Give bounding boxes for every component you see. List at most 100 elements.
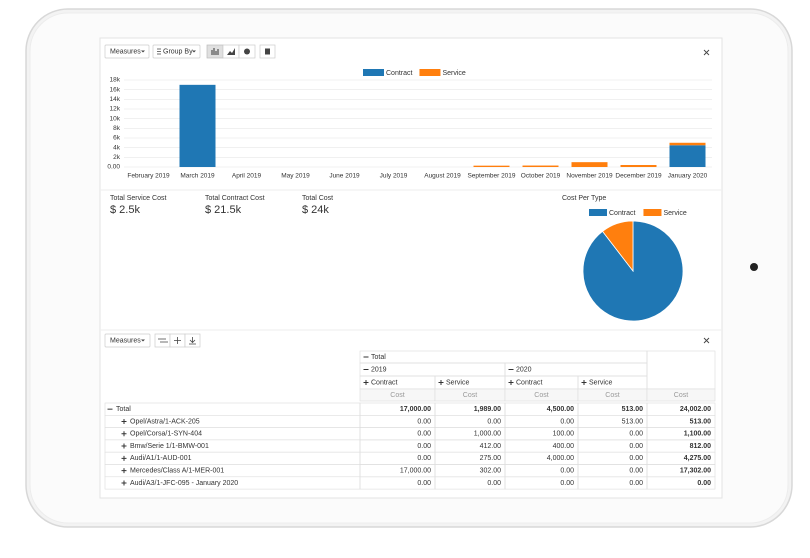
pie-slice bbox=[602, 220, 634, 273]
bar bbox=[669, 142, 706, 146]
cell-value: 17,000.00 bbox=[400, 406, 431, 413]
legend-label: Service bbox=[442, 70, 465, 77]
flip-button[interactable] bbox=[154, 333, 171, 348]
expand-icon[interactable] bbox=[581, 380, 587, 385]
kpi-label: Total Contract Cost bbox=[205, 195, 265, 202]
x-tick-label: February 2019 bbox=[127, 173, 170, 180]
row-label: Audi/A1/1-AUD-001 bbox=[130, 455, 192, 462]
y-tick-label: 12k bbox=[110, 106, 121, 113]
x-tick-label: June 2019 bbox=[329, 173, 360, 180]
x-tick-label: December 2019 bbox=[615, 173, 662, 180]
caret bbox=[141, 50, 145, 53]
cell-value: 412.00 bbox=[480, 443, 502, 450]
expand-icon[interactable] bbox=[508, 380, 514, 385]
cell-value: 0.00 bbox=[560, 480, 574, 487]
row-label: Opel/Corsa/1-SYN-404 bbox=[130, 431, 202, 438]
expand-icon[interactable] bbox=[121, 418, 127, 424]
kpi-value: $ 2.5k bbox=[110, 204, 140, 216]
x-tick-label: May 2019 bbox=[281, 173, 310, 180]
cell-value: 24,002.00 bbox=[680, 406, 711, 413]
expand-icon[interactable] bbox=[363, 380, 369, 385]
cell-value: 4,000.00 bbox=[547, 455, 574, 462]
cell-value: 0.00 bbox=[629, 431, 643, 438]
pivot-measures-button[interactable] bbox=[104, 333, 151, 348]
measures-button[interactable] bbox=[104, 44, 150, 59]
kpi-label: Total Service Cost bbox=[110, 195, 166, 202]
cell-value: 17,302.00 bbox=[680, 467, 711, 474]
pie-title: Cost Per Type bbox=[562, 195, 606, 202]
header-type: Service bbox=[446, 379, 469, 386]
cell-value: 0.00 bbox=[697, 480, 711, 487]
kpi-label: Total Cost bbox=[302, 195, 333, 202]
bar-chart-button[interactable] bbox=[206, 44, 224, 59]
expand-icon[interactable] bbox=[121, 455, 127, 461]
kpi-value: $ 21.5k bbox=[205, 204, 242, 216]
line-chart-button[interactable] bbox=[222, 44, 240, 59]
cell-value: 0.00 bbox=[417, 480, 431, 487]
pie-icon bbox=[244, 48, 250, 55]
cell-value: 0.00 bbox=[629, 467, 643, 474]
x-tick-label: April 2019 bbox=[232, 173, 262, 180]
cell-value: 812.00 bbox=[690, 443, 712, 450]
cell-value: 17,000.00 bbox=[400, 467, 431, 474]
group-by-button[interactable] bbox=[152, 44, 201, 59]
expand-icon[interactable] bbox=[121, 480, 127, 486]
bar bbox=[669, 145, 706, 167]
header-year: 2019 bbox=[371, 366, 387, 373]
expand-icon[interactable] bbox=[703, 49, 710, 56]
x-tick-label: October 2019 bbox=[521, 173, 561, 180]
y-tick-label: 0.00 bbox=[107, 164, 120, 171]
x-tick-label: September 2019 bbox=[467, 173, 515, 180]
cell-value: 302.00 bbox=[480, 467, 502, 474]
header-type: Contract bbox=[371, 379, 398, 386]
kpi-value: $ 24k bbox=[302, 204, 329, 216]
cell-value: 0.00 bbox=[629, 480, 643, 487]
flip-icon bbox=[158, 338, 168, 343]
cell-value: 0.00 bbox=[417, 443, 431, 450]
expand-icon[interactable] bbox=[703, 337, 710, 344]
value-cell bbox=[646, 476, 716, 490]
row-label: Bmw/Serie 1/1-BMW-001 bbox=[130, 443, 209, 450]
group-by-label: Group By bbox=[163, 48, 193, 55]
cell-value: 400.00 bbox=[553, 443, 575, 450]
cell-value: 0.00 bbox=[417, 431, 431, 438]
pivot-measures-label: Measures bbox=[110, 337, 141, 344]
expand-icon[interactable] bbox=[121, 443, 127, 449]
expand-icon[interactable] bbox=[438, 380, 444, 385]
header-measure: Cost bbox=[534, 392, 548, 399]
cell-value: 100.00 bbox=[553, 431, 575, 438]
x-tick-label: March 2019 bbox=[180, 173, 215, 180]
legend-label: Contract bbox=[386, 70, 413, 77]
caret bbox=[192, 50, 196, 53]
cell-value: 0.00 bbox=[629, 455, 643, 462]
cell-value: 0.00 bbox=[487, 418, 501, 425]
download-icon bbox=[189, 337, 196, 345]
x-tick-label: August 2019 bbox=[424, 173, 461, 180]
bar bbox=[620, 165, 657, 167]
y-tick-label: 16k bbox=[110, 86, 121, 93]
cell-value: 4,500.00 bbox=[547, 406, 574, 413]
expand-icon[interactable] bbox=[121, 468, 127, 474]
row-label: Mercedes/Class A/1-MER-001 bbox=[130, 467, 224, 474]
cell-value: 0.00 bbox=[629, 443, 643, 450]
header-measure: Cost bbox=[674, 392, 688, 399]
legend-swatch bbox=[643, 209, 662, 216]
row-label: Total bbox=[116, 406, 131, 413]
bar bbox=[522, 165, 559, 167]
y-tick-label: 10k bbox=[110, 115, 121, 122]
legend-label: Contract bbox=[609, 210, 636, 217]
cell-value: 0.00 bbox=[560, 467, 574, 474]
expand-icon[interactable] bbox=[121, 431, 127, 437]
cell-value: 1,100.00 bbox=[684, 431, 711, 438]
list-icon bbox=[157, 48, 161, 55]
expand-all-icon bbox=[174, 337, 181, 344]
y-tick-label: 18k bbox=[110, 77, 121, 84]
cell-value: 275.00 bbox=[480, 455, 502, 462]
measure-cell bbox=[646, 388, 716, 402]
header-measure: Cost bbox=[463, 392, 477, 399]
cell-value: 0.00 bbox=[417, 418, 431, 425]
header-type: Service bbox=[589, 379, 612, 386]
header-measure: Cost bbox=[390, 392, 404, 399]
cell-value: 513.00 bbox=[622, 418, 644, 425]
